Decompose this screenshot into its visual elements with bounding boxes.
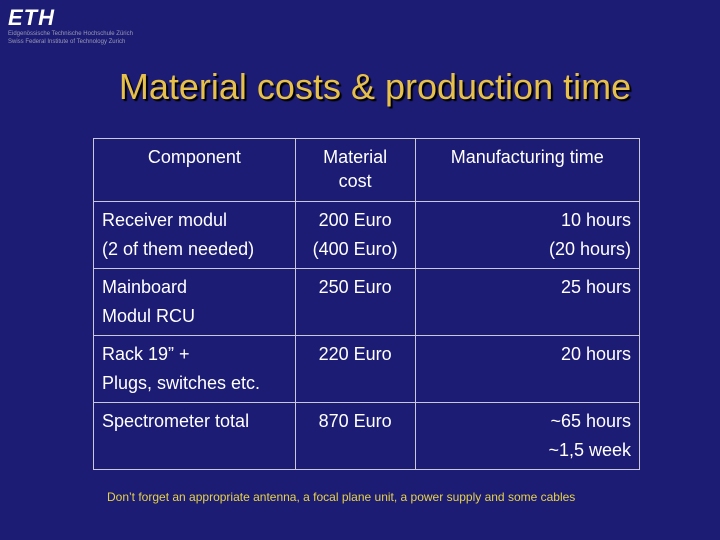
table-cell: Manufacturing time [414, 138, 641, 202]
cell-text: Modul RCU [102, 306, 196, 326]
cell-text: Plugs, switches etc. [102, 373, 261, 393]
cell-text: 870 Euro [318, 411, 392, 431]
table-cell: 250 Euro [294, 268, 416, 336]
cell-text: Manufacturing time [450, 147, 604, 167]
cell-text: 20 hours [560, 344, 631, 364]
table-cell: Component [93, 138, 296, 202]
cell-text: 220 Euro [318, 344, 392, 364]
table-row: Rack 19” + Plugs, switches etc. 220 Euro 20… [93, 335, 641, 403]
cell-text: ~1,5 week [548, 440, 631, 460]
cell-text: Mainboard [102, 277, 188, 297]
cell-text: Component [147, 147, 241, 167]
cell-text: Rack 19” + [102, 344, 190, 364]
cell-text: (400 Euro) [312, 239, 398, 259]
cell-text: 250 Euro [318, 277, 392, 297]
cell-text: (20 hours) [548, 239, 631, 259]
logo-mark: ETH [8, 5, 55, 30]
cost-table: Component Material cost Manufacturing time R… [93, 138, 641, 470]
cell-text: (2 of them needed) [102, 239, 255, 259]
cell-text: 10 hours [560, 210, 631, 230]
table-cell: 20 hours [414, 335, 641, 403]
cell-text: ~65 hours [550, 411, 631, 431]
table-cell: Material cost [294, 138, 416, 202]
cell-text: 200 Euro [318, 210, 392, 230]
table-cell: 10 hours (20 hours) [414, 201, 641, 269]
table-cell: 200 Euro (400 Euro) [294, 201, 416, 269]
footnote: Don’t forget an appropriate antenna, a f… [107, 490, 576, 504]
table-cell: Mainboard Modul RCU [93, 268, 296, 336]
table-cell: ~65 hours ~1,5 week [414, 402, 641, 470]
table-row: Spectrometer total 870 Euro ~65 hours ~1,5 … [93, 402, 641, 470]
cell-text: Material [323, 147, 388, 167]
cell-text: Receiver modul [102, 210, 228, 230]
table-cell: Spectrometer total [93, 402, 296, 470]
table-row: Receiver modul (2 of them needed) 200 Euro… [93, 201, 641, 269]
logo-line: Swiss Federal Institute of Technology Zu… [8, 39, 126, 45]
cell-text: 25 hours [560, 277, 631, 297]
cell-text: cost [338, 171, 372, 191]
slide-title: Material costs & production time [118, 66, 632, 107]
table-row: Mainboard Modul RCU 250 Euro 25 hours [93, 268, 641, 336]
table-cell: Receiver modul (2 of them needed) [93, 201, 296, 269]
table-cell: Rack 19” + Plugs, switches etc. [93, 335, 296, 403]
logo-line: Eidgenössische Technische Hochschule Zür… [8, 31, 133, 37]
logo: ETH Eidgenössische Technische Hochschule… [8, 6, 133, 46]
table-cell: 220 Euro [294, 335, 416, 403]
table-cell: 25 hours [414, 268, 641, 336]
table-row: Component Material cost Manufacturing time [93, 138, 641, 202]
table-cell: 870 Euro [294, 402, 416, 470]
cell-text: Spectrometer total [102, 411, 250, 431]
